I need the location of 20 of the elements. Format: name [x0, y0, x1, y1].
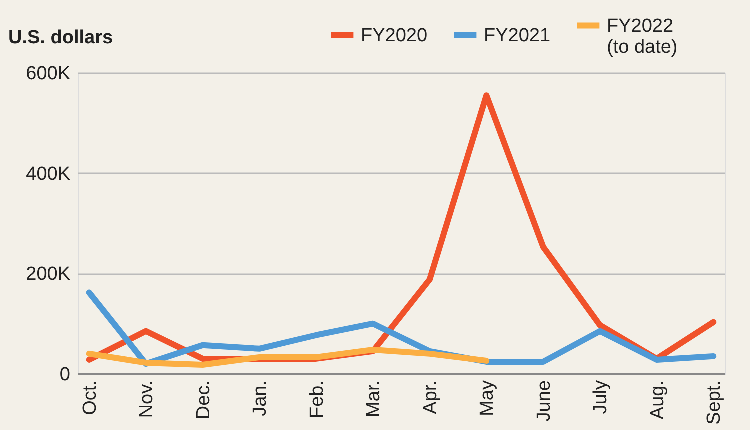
- x-tick-label: Apr.: [420, 380, 442, 414]
- x-tick-label: Nov.: [136, 380, 158, 418]
- x-tick-label: Dec.: [193, 380, 214, 420]
- y-axis-title: U.S. dollars: [8, 28, 114, 48]
- y-tick-label: 0: [60, 364, 70, 386]
- legend-label: FY2020: [361, 25, 428, 46]
- x-tick-label: Mar.: [364, 380, 385, 418]
- y-tick-label: 200K: [26, 264, 71, 286]
- x-tick-label: June: [534, 380, 555, 422]
- x-tick-label: July: [590, 380, 612, 414]
- x-tick-label: Oct.: [80, 380, 101, 416]
- x-tick-label: Aug.: [647, 380, 668, 420]
- x-tick-label: Sept.: [704, 380, 726, 425]
- x-tick-label: Jan.: [250, 380, 272, 416]
- x-tick-label: May: [477, 380, 498, 416]
- legend-label: FY2021: [484, 25, 551, 46]
- x-tick-label: Feb.: [306, 380, 328, 419]
- legend-label: FY2022 (to date): [607, 16, 678, 58]
- y-tick-label: 400K: [26, 164, 71, 185]
- y-tick-label: 600K: [26, 64, 71, 84]
